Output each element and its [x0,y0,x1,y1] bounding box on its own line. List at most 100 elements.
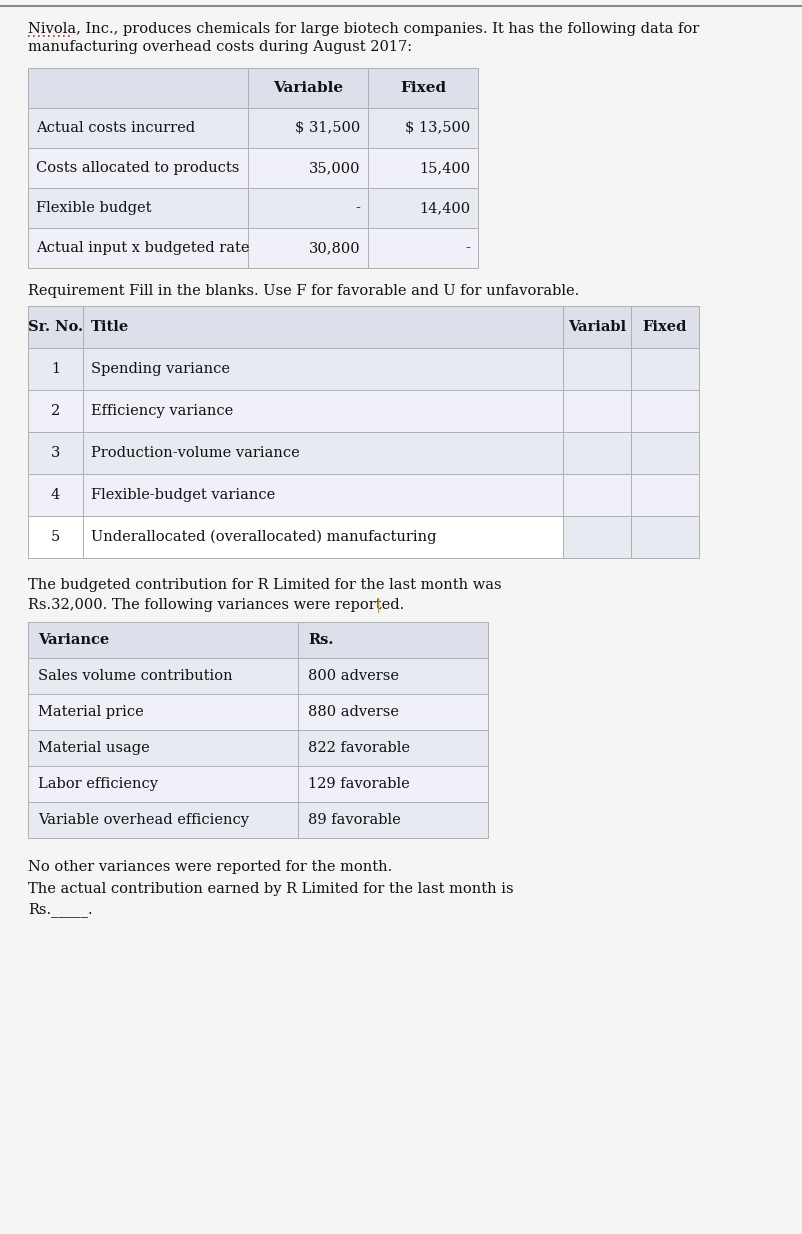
Bar [298,658,488,694]
Text: Title: Title [91,320,129,334]
Text: 129 favorable: 129 favorable [308,777,410,791]
Text: Flexible-budget variance: Flexible-budget variance [91,487,275,502]
Bar [28,109,248,148]
Text: Rs._____.: Rs._____. [28,902,92,917]
Text: 2: 2 [51,404,60,418]
Bar [368,188,478,228]
Bar [631,390,699,432]
Bar [298,731,488,766]
Bar [563,432,631,474]
Text: Sales volume contribution: Sales volume contribution [38,669,233,682]
Text: Actual costs incurred: Actual costs incurred [36,121,195,135]
Bar [248,228,368,268]
Text: No other variances were reported for the month.: No other variances were reported for the… [28,860,392,874]
Text: Nivola, Inc., produces chemicals for large biotech companies. It has the followi: Nivola, Inc., produces chemicals for lar… [28,22,699,36]
Text: 822 favorable: 822 favorable [308,740,410,755]
Bar [631,348,699,390]
Text: Variance: Variance [38,633,109,647]
Bar [28,622,298,658]
Text: 30,800: 30,800 [309,241,360,255]
Bar [368,109,478,148]
Bar [298,622,488,658]
Text: 880 adverse: 880 adverse [308,705,399,719]
Bar [28,188,248,228]
Bar [28,516,83,558]
Bar [83,516,563,558]
Text: Production-volume variance: Production-volume variance [91,445,300,460]
Bar [298,802,488,838]
Bar [28,306,83,348]
Text: 4: 4 [51,487,60,502]
Bar [28,148,248,188]
Text: Fixed: Fixed [400,81,446,95]
Bar [28,474,83,516]
Bar [563,306,631,348]
Bar [28,766,298,802]
Text: Rs.32,000. The following variances were reported.: Rs.32,000. The following variances were … [28,598,404,612]
Bar [28,348,83,390]
Text: 15,400: 15,400 [419,160,470,175]
Bar [83,432,563,474]
Bar [248,148,368,188]
Text: 35,000: 35,000 [309,160,360,175]
Text: 5: 5 [51,529,60,544]
Text: -: - [465,241,470,255]
Bar [28,432,83,474]
Bar [28,694,298,731]
Bar [298,766,488,802]
Text: manufacturing overhead costs during August 2017:: manufacturing overhead costs during Augu… [28,39,412,54]
Bar [368,68,478,109]
Text: Variable: Variable [273,81,343,95]
Bar [248,188,368,228]
Text: $ 13,500: $ 13,500 [405,121,470,135]
Bar [83,390,563,432]
Bar [298,694,488,731]
Text: -: - [355,201,360,215]
Text: Fixed: Fixed [643,320,687,334]
Text: 1: 1 [51,362,60,376]
Text: Requirement Fill in the blanks. Use F for favorable and U for unfavorable.: Requirement Fill in the blanks. Use F fo… [28,284,579,297]
Bar [83,348,563,390]
Bar [563,348,631,390]
Bar [368,148,478,188]
Bar [248,68,368,109]
Text: Costs allocated to products: Costs allocated to products [36,160,239,175]
Text: 3: 3 [51,445,60,460]
Bar [28,390,83,432]
Text: The budgeted contribution for R Limited for the last month was: The budgeted contribution for R Limited … [28,578,501,592]
Text: Variable overhead efficiency: Variable overhead efficiency [38,813,249,827]
Text: 14,400: 14,400 [419,201,470,215]
Text: |: | [376,598,381,613]
Text: Labor efficiency: Labor efficiency [38,777,158,791]
Bar [631,432,699,474]
Bar [368,228,478,268]
Bar [631,474,699,516]
Bar [83,474,563,516]
Text: Material price: Material price [38,705,144,719]
Bar [248,109,368,148]
Bar [28,68,248,109]
Bar [28,802,298,838]
Text: Spending variance: Spending variance [91,362,230,376]
Text: 89 favorable: 89 favorable [308,813,401,827]
Bar [83,306,563,348]
Text: Variabl: Variabl [568,320,626,334]
Text: Efficiency variance: Efficiency variance [91,404,233,418]
Text: Flexible budget: Flexible budget [36,201,152,215]
Bar [28,658,298,694]
Text: Actual input x budgeted rate: Actual input x budgeted rate [36,241,249,255]
Bar [563,390,631,432]
Text: $ 31,500: $ 31,500 [295,121,360,135]
Bar [563,474,631,516]
Text: Material usage: Material usage [38,740,150,755]
Text: Underallocated (overallocated) manufacturing: Underallocated (overallocated) manufactu… [91,529,436,544]
Text: The actual contribution earned by R Limited for the last month is: The actual contribution earned by R Limi… [28,882,513,896]
Bar [631,516,699,558]
Text: Sr. No.: Sr. No. [28,320,83,334]
Text: Rs.: Rs. [308,633,334,647]
Text: 800 adverse: 800 adverse [308,669,399,682]
Bar [28,731,298,766]
Bar [563,516,631,558]
Bar [28,228,248,268]
Bar [631,306,699,348]
